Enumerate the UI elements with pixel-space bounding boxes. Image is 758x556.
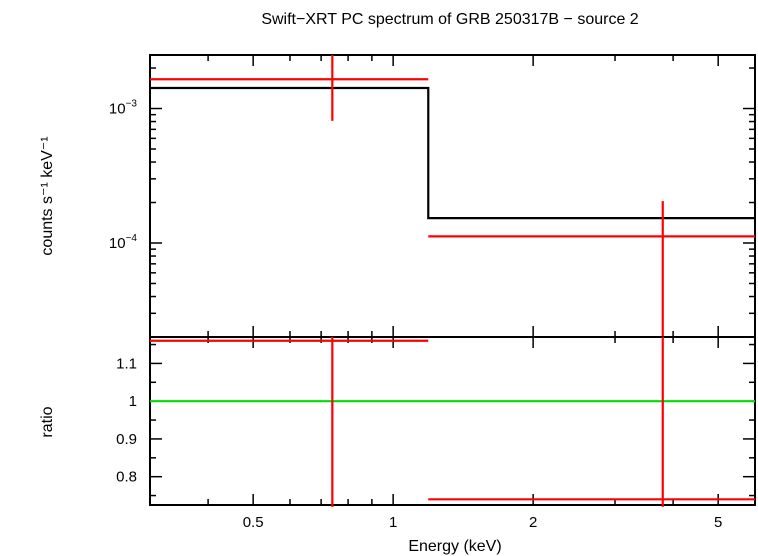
x-tick-label: 5 — [714, 514, 722, 531]
x-tick-label: 0.5 — [243, 514, 264, 531]
top-y-tick-label: 10−3 — [109, 99, 138, 118]
bottom-y-tick-label: 1.1 — [116, 355, 137, 372]
x-tick-label: 2 — [529, 514, 537, 531]
x-axis-label: Energy (keV) — [408, 538, 501, 555]
chart-title: Swift−XRT PC spectrum of GRB 250317B − s… — [261, 11, 638, 28]
data-point — [428, 201, 755, 337]
ratio-point — [150, 337, 429, 507]
top-y-axis-label: counts s⁻¹ keV⁻¹ — [39, 136, 56, 255]
ratio-panel: 0.5 1 2 5 0.8 0.9 1 1.1 — [116, 336, 756, 531]
bottom-y-tick-label: 1 — [129, 393, 137, 410]
x-tick-label: 1 — [389, 514, 397, 531]
top-frame — [149, 54, 756, 338]
bottom-frame — [149, 336, 756, 506]
spectrum-panel: 10−3 10−4 — [109, 54, 756, 338]
bottom-y-axis-label: ratio — [39, 406, 56, 437]
data-point — [150, 55, 429, 121]
top-y-tick-label: 10−4 — [109, 233, 138, 252]
ratio-point — [428, 337, 755, 507]
model-step-line — [150, 86, 755, 220]
bottom-y-tick-label: 0.9 — [116, 431, 137, 448]
bottom-y-tick-label: 0.8 — [116, 469, 137, 486]
